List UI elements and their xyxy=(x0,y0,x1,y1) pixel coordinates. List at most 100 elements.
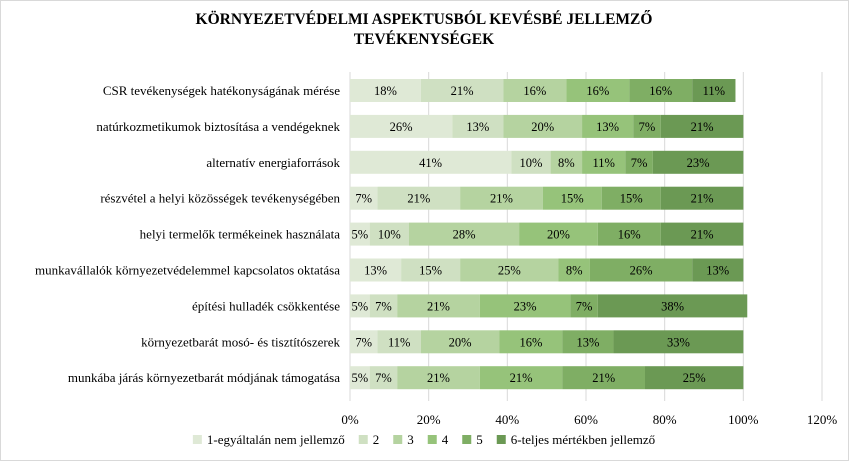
bar-segment xyxy=(692,79,736,102)
legend-item: 5 xyxy=(462,432,483,447)
data-label: 5% xyxy=(351,299,368,313)
x-axis-ticks: 0% 20% 40% 60% 80% 100% 120% xyxy=(341,412,837,427)
bar-segment xyxy=(652,150,744,174)
category-label: részvétel a helyi közösségek tevékenység… xyxy=(100,191,340,206)
data-label: 38% xyxy=(661,299,684,313)
bar-segment xyxy=(566,79,630,102)
data-label: 15% xyxy=(419,264,442,278)
legend-label: 4 xyxy=(442,432,449,447)
bar-segment xyxy=(582,150,626,174)
bar-segment xyxy=(420,330,500,354)
data-label: 7% xyxy=(355,335,372,349)
legend-item: 1-egyáltalán nem jellemző xyxy=(192,432,345,447)
data-label: 28% xyxy=(453,228,476,242)
bar-segment xyxy=(519,222,598,246)
x-tick-label: 100% xyxy=(728,412,759,427)
bar-segment xyxy=(409,222,520,246)
data-label: 21% xyxy=(427,299,450,313)
bar-segment xyxy=(601,186,661,210)
bar-segment xyxy=(625,150,653,174)
data-label: 15% xyxy=(620,192,643,206)
data-label: 25% xyxy=(498,264,521,278)
data-label: 11% xyxy=(388,335,410,349)
bar-segment xyxy=(350,114,453,138)
data-label: 26% xyxy=(390,120,413,134)
legend-label: 5 xyxy=(476,432,483,447)
bar-segment xyxy=(350,366,370,390)
bar-segment xyxy=(503,79,567,102)
category-label: helyi termelők termékeinek használata xyxy=(140,227,341,242)
bar-segment xyxy=(350,294,370,318)
bar-segment xyxy=(542,186,602,210)
bar-segment xyxy=(369,366,398,390)
data-label: 13% xyxy=(577,335,600,349)
category-label: környezetbarát mosó- és tisztítószerek xyxy=(141,334,340,349)
category-labels: CSR tevékenységek hatékonyságának mérése… xyxy=(35,83,341,385)
data-label: 13% xyxy=(364,264,387,278)
data-label: 21% xyxy=(691,120,714,134)
data-label: 21% xyxy=(407,192,430,206)
data-label: 15% xyxy=(561,192,584,206)
legend-label: 3 xyxy=(407,432,414,447)
bar-segment xyxy=(452,114,504,138)
data-label: 20% xyxy=(547,228,570,242)
legend-swatch xyxy=(358,435,368,444)
data-label: 21% xyxy=(451,84,474,98)
bar-segment xyxy=(460,186,543,210)
bar-segment xyxy=(460,258,559,282)
data-label: 8% xyxy=(558,156,575,170)
data-label: 21% xyxy=(592,371,615,385)
legend-item: 4 xyxy=(427,432,449,447)
data-label: 21% xyxy=(691,228,714,242)
legend-item: 3 xyxy=(393,432,414,447)
category-label: munkába járás környezetbarát módjának tá… xyxy=(68,370,340,385)
bar-segment xyxy=(582,114,634,138)
data-label: 23% xyxy=(514,299,537,313)
data-label: 26% xyxy=(630,264,653,278)
legend: 1-egyáltalán nem jellemző 2 3 4 5 6-teljes mé… xyxy=(192,432,655,447)
legend-swatch xyxy=(192,435,202,444)
legend-swatch xyxy=(393,435,403,444)
data-label: 11% xyxy=(703,84,725,98)
bar-segment xyxy=(597,294,748,318)
data-label: 20% xyxy=(449,335,472,349)
data-label: 16% xyxy=(618,228,641,242)
data-label: 7% xyxy=(631,156,648,170)
bar-segment xyxy=(645,366,744,390)
bar-segment xyxy=(660,114,744,138)
data-label: 13% xyxy=(706,264,729,278)
data-label: 5% xyxy=(351,371,368,385)
bar-segment xyxy=(397,366,480,390)
bar-segment xyxy=(558,258,590,282)
bar-segment xyxy=(660,222,744,246)
data-label: 5% xyxy=(351,228,368,242)
legend-label: 2 xyxy=(373,432,380,447)
data-label: 21% xyxy=(691,192,714,206)
bar-segment xyxy=(589,258,693,282)
data-label: 7% xyxy=(375,299,392,313)
chart-title-line-1: KÖRNYEZETVÉDELMI ASPEKTUSBÓL KEVÉSBÉ JEL… xyxy=(196,11,653,28)
bar-segment xyxy=(511,150,551,174)
bar-segment xyxy=(369,294,398,318)
x-tick-label: 120% xyxy=(807,412,838,427)
data-label: 13% xyxy=(596,120,619,134)
legend-label: 1-egyáltalán nem jellemző xyxy=(207,432,345,447)
data-label: 25% xyxy=(683,371,706,385)
bar-segment xyxy=(613,330,744,354)
bar-segment xyxy=(503,114,583,138)
category-label: natúrkozmetikumok biztosítása a vendégek… xyxy=(96,119,340,134)
category-label: alternatív energiaforrások xyxy=(206,155,340,170)
data-label: 41% xyxy=(419,156,442,170)
data-label: 7% xyxy=(639,120,656,134)
data-label: 33% xyxy=(667,335,690,349)
x-tick-label: 40% xyxy=(495,412,519,427)
bar-segment xyxy=(562,330,614,354)
data-label: 16% xyxy=(586,84,609,98)
legend-label: 6-teljes mértékben jellemző xyxy=(511,432,655,447)
bar-segment xyxy=(633,114,661,138)
legend-swatch xyxy=(462,435,472,444)
legend-item: 2 xyxy=(358,432,380,447)
chart-title-line-2: TEVÉKENYSÉGEK xyxy=(354,31,494,48)
bar-segment xyxy=(377,186,461,210)
